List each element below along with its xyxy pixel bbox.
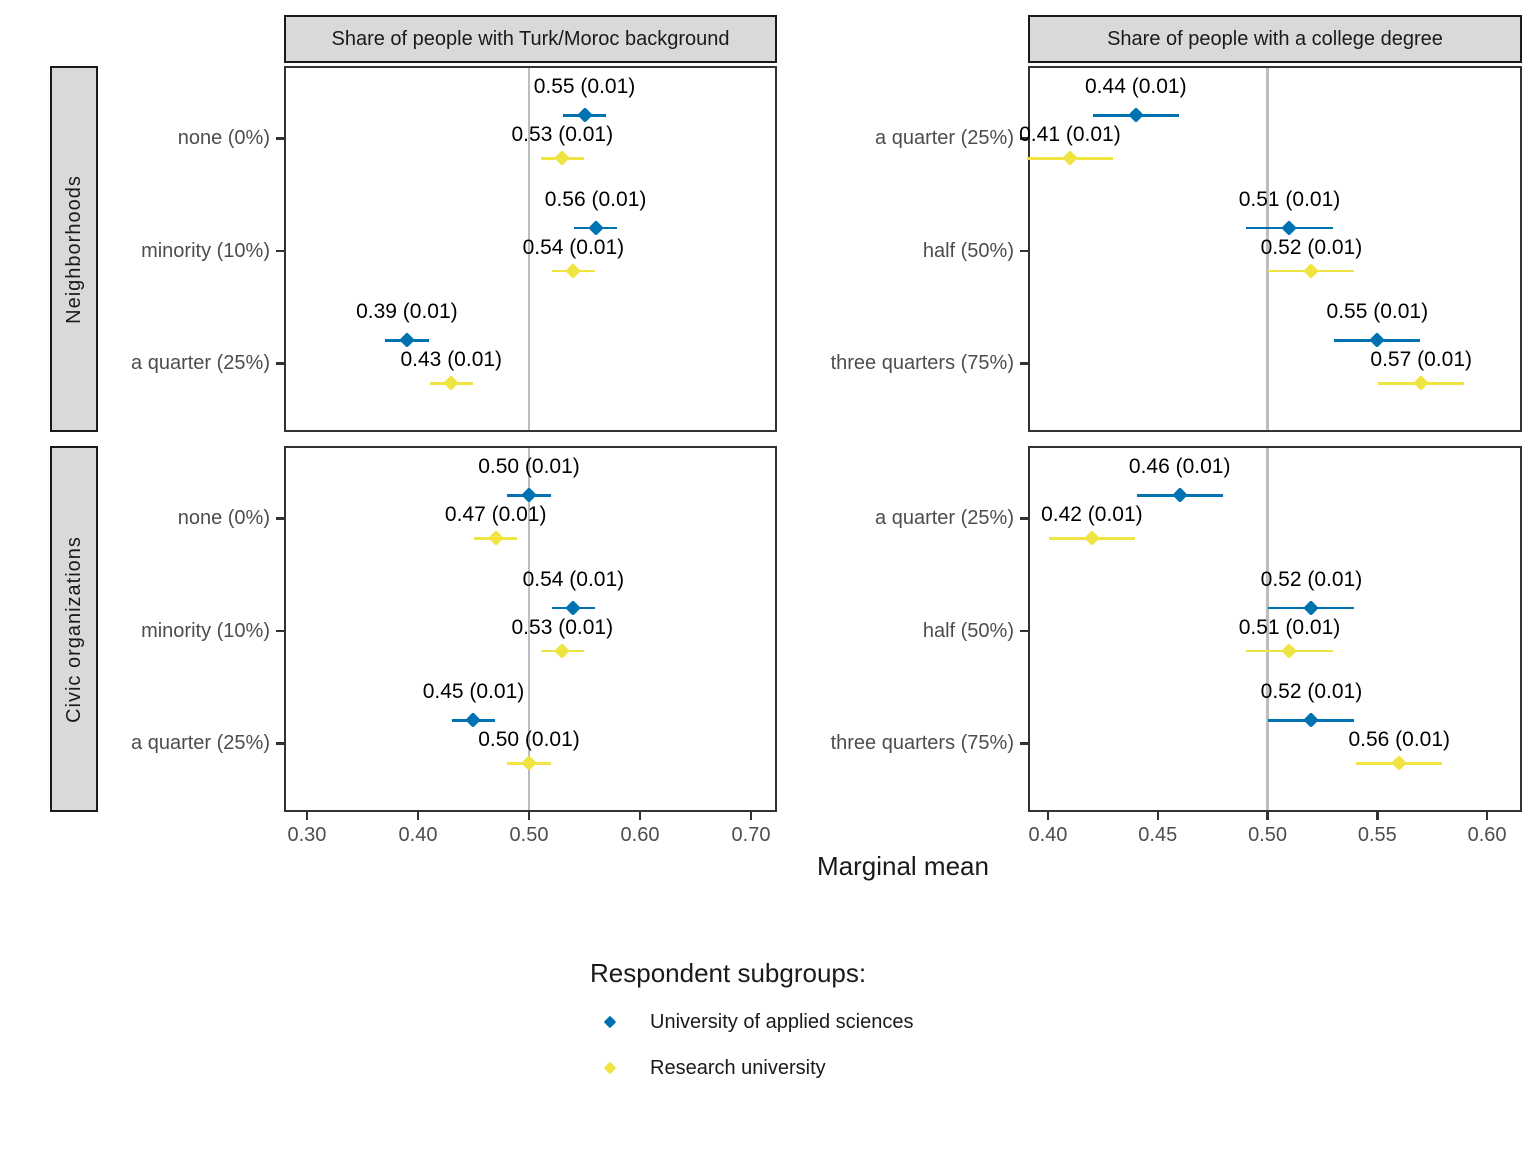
y-tick xyxy=(1020,742,1028,745)
y-category-label: three quarters (75%) xyxy=(830,732,1014,755)
value-label: 0.52 (0.01) xyxy=(1260,680,1363,704)
y-tick xyxy=(276,249,284,253)
x-tick-label: 0.60 xyxy=(1467,824,1507,846)
x-tick-label: 0.50 xyxy=(509,824,549,846)
panel-civic-organizations-college-degree xyxy=(1028,446,1522,812)
legend-label-university-of-applied-sciences: University of applied sciences xyxy=(650,1011,914,1033)
panel-civic-organizations-turk-moroc xyxy=(284,446,777,812)
x-tick xyxy=(416,812,420,820)
facet-strip-neighborhoods: Neighborhoods xyxy=(50,66,98,432)
y-tick xyxy=(1020,629,1028,633)
y-category-label: none (0%) xyxy=(177,507,270,530)
y-tick xyxy=(276,137,284,140)
x-tick-label: 0.40 xyxy=(398,824,438,846)
x-tick xyxy=(305,812,309,820)
value-label: 0.46 (0.01) xyxy=(1128,455,1231,479)
panel-neighborhoods-college-degree xyxy=(1028,66,1522,432)
value-label: 0.57 (0.01) xyxy=(1370,348,1472,372)
x-tick xyxy=(1485,812,1489,820)
y-tick xyxy=(1020,362,1028,365)
facet-strip-college-degree: Share of people with a college degree xyxy=(1028,15,1522,63)
facet-strip-label: Share of people with Turk/Moroc backgrou… xyxy=(331,27,730,50)
x-tick-label: 0.50 xyxy=(1248,824,1287,846)
reference-line xyxy=(1266,68,1269,430)
y-category-label: none (0%) xyxy=(177,127,270,150)
value-label: 0.56 (0.01) xyxy=(1348,728,1451,752)
legend-marker-research-university xyxy=(603,1061,617,1075)
value-label: 0.51 (0.01) xyxy=(1238,187,1341,211)
value-label: 0.45 (0.01) xyxy=(422,680,525,704)
x-tick xyxy=(1376,812,1379,820)
value-label: 0.52 (0.01) xyxy=(1260,235,1363,259)
x-tick xyxy=(1156,812,1159,820)
value-label: 0.52 (0.01) xyxy=(1260,567,1363,591)
x-tick xyxy=(527,812,531,820)
value-label: 0.53 (0.01) xyxy=(511,615,614,639)
y-category-label: half (50%) xyxy=(922,239,1014,262)
value-label: 0.47 (0.01) xyxy=(444,503,547,527)
x-tick-label: 0.60 xyxy=(620,824,660,846)
x-tick-label: 0.45 xyxy=(1138,824,1178,846)
y-tick xyxy=(1020,249,1028,253)
x-tick-label: 0.55 xyxy=(1357,824,1397,846)
y-category-label: a quarter (25%) xyxy=(131,732,270,755)
legend-marker-university-of-applied-sciences xyxy=(603,1015,617,1029)
x-tick-label: 0.40 xyxy=(1028,824,1068,846)
x-tick-label: 0.70 xyxy=(731,824,771,846)
value-label: 0.53 (0.01) xyxy=(511,123,614,147)
facet-strip-turk-moroc-background: Share of people with Turk/Moroc backgrou… xyxy=(284,15,777,63)
reference-line xyxy=(1266,448,1269,810)
reference-line xyxy=(527,68,531,430)
y-category-label: minority (10%) xyxy=(141,619,270,642)
value-label: 0.44 (0.01) xyxy=(1085,75,1187,99)
x-tick xyxy=(1046,812,1050,820)
y-tick xyxy=(276,742,284,745)
facet-strip-civic-organizations: Civic organizations xyxy=(50,446,98,812)
value-label: 0.54 (0.01) xyxy=(522,235,625,259)
y-category-label: three quarters (75%) xyxy=(830,352,1014,375)
value-label: 0.42 (0.01) xyxy=(1041,503,1143,527)
value-label: 0.39 (0.01) xyxy=(356,300,458,324)
y-tick xyxy=(1020,137,1028,140)
value-label: 0.50 (0.01) xyxy=(478,728,580,752)
y-category-label: minority (10%) xyxy=(141,239,270,262)
y-tick xyxy=(1020,517,1028,520)
y-tick xyxy=(276,362,284,365)
reference-line xyxy=(527,448,531,810)
x-tick xyxy=(749,812,753,820)
value-label: 0.55 (0.01) xyxy=(1326,300,1429,324)
panel-neighborhoods-turk-moroc xyxy=(284,66,777,432)
x-tick xyxy=(1266,812,1269,820)
legend-title: Respondent subgroups: xyxy=(590,958,867,988)
y-category-label: half (50%) xyxy=(922,619,1014,642)
y-category-label: a quarter (25%) xyxy=(131,352,270,375)
facet-strip-label: Share of people with a college degree xyxy=(1107,27,1443,50)
value-label: 0.41 (0.01) xyxy=(1019,123,1121,147)
value-label: 0.55 (0.01) xyxy=(533,75,636,99)
x-tick-label: 0.30 xyxy=(287,824,327,846)
x-tick xyxy=(638,812,642,820)
legend-label-research-university: Research university xyxy=(650,1057,826,1079)
value-label: 0.51 (0.01) xyxy=(1238,615,1341,639)
y-category-label: a quarter (25%) xyxy=(875,127,1014,150)
y-category-label: a quarter (25%) xyxy=(875,507,1014,530)
x-axis-title: Marginal mean xyxy=(817,851,989,881)
value-label: 0.56 (0.01) xyxy=(544,187,647,211)
y-tick xyxy=(276,629,284,633)
value-label: 0.43 (0.01) xyxy=(400,348,503,372)
y-tick xyxy=(276,517,284,520)
value-label: 0.54 (0.01) xyxy=(522,567,625,591)
value-label: 0.50 (0.01) xyxy=(478,455,580,479)
